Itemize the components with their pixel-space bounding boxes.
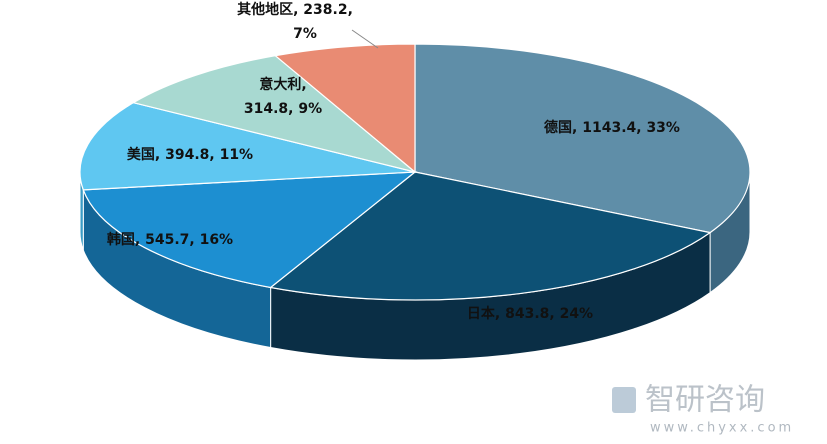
watermark: 智研咨询 www.chyxx.com [612, 383, 794, 436]
data-label: 其他地区, 238.2, [237, 1, 353, 18]
pie-tops [79, 43, 751, 301]
watermark-logo [612, 387, 636, 413]
labels: 德国, 1143.4, 33% 日本, 843.8, 24% 韩国, 545.7, … [107, 1, 680, 322]
pie-slice [82, 171, 417, 289]
data-label: 韩国, 545.7, 16% [107, 231, 233, 248]
watermark-url: www.chyxx.com [650, 421, 794, 436]
data-label: 德国, 1143.4, 33% [544, 119, 680, 136]
data-label: 7% [293, 26, 317, 42]
pie-slice [273, 43, 416, 174]
data-label: 314.8, 9% [244, 101, 322, 117]
pie-slice [131, 55, 416, 173]
pie-slice [79, 102, 416, 191]
leader-line [351, 29, 379, 49]
pie-slice [414, 43, 751, 234]
data-label: 日本, 843.8, 24% [467, 305, 593, 322]
data-label: 意大利, [259, 76, 306, 93]
data-label: 美国, 394.8, 11% [127, 146, 253, 163]
watermark-brand: 智研咨询 [645, 383, 765, 418]
pie-slice [269, 171, 712, 301]
